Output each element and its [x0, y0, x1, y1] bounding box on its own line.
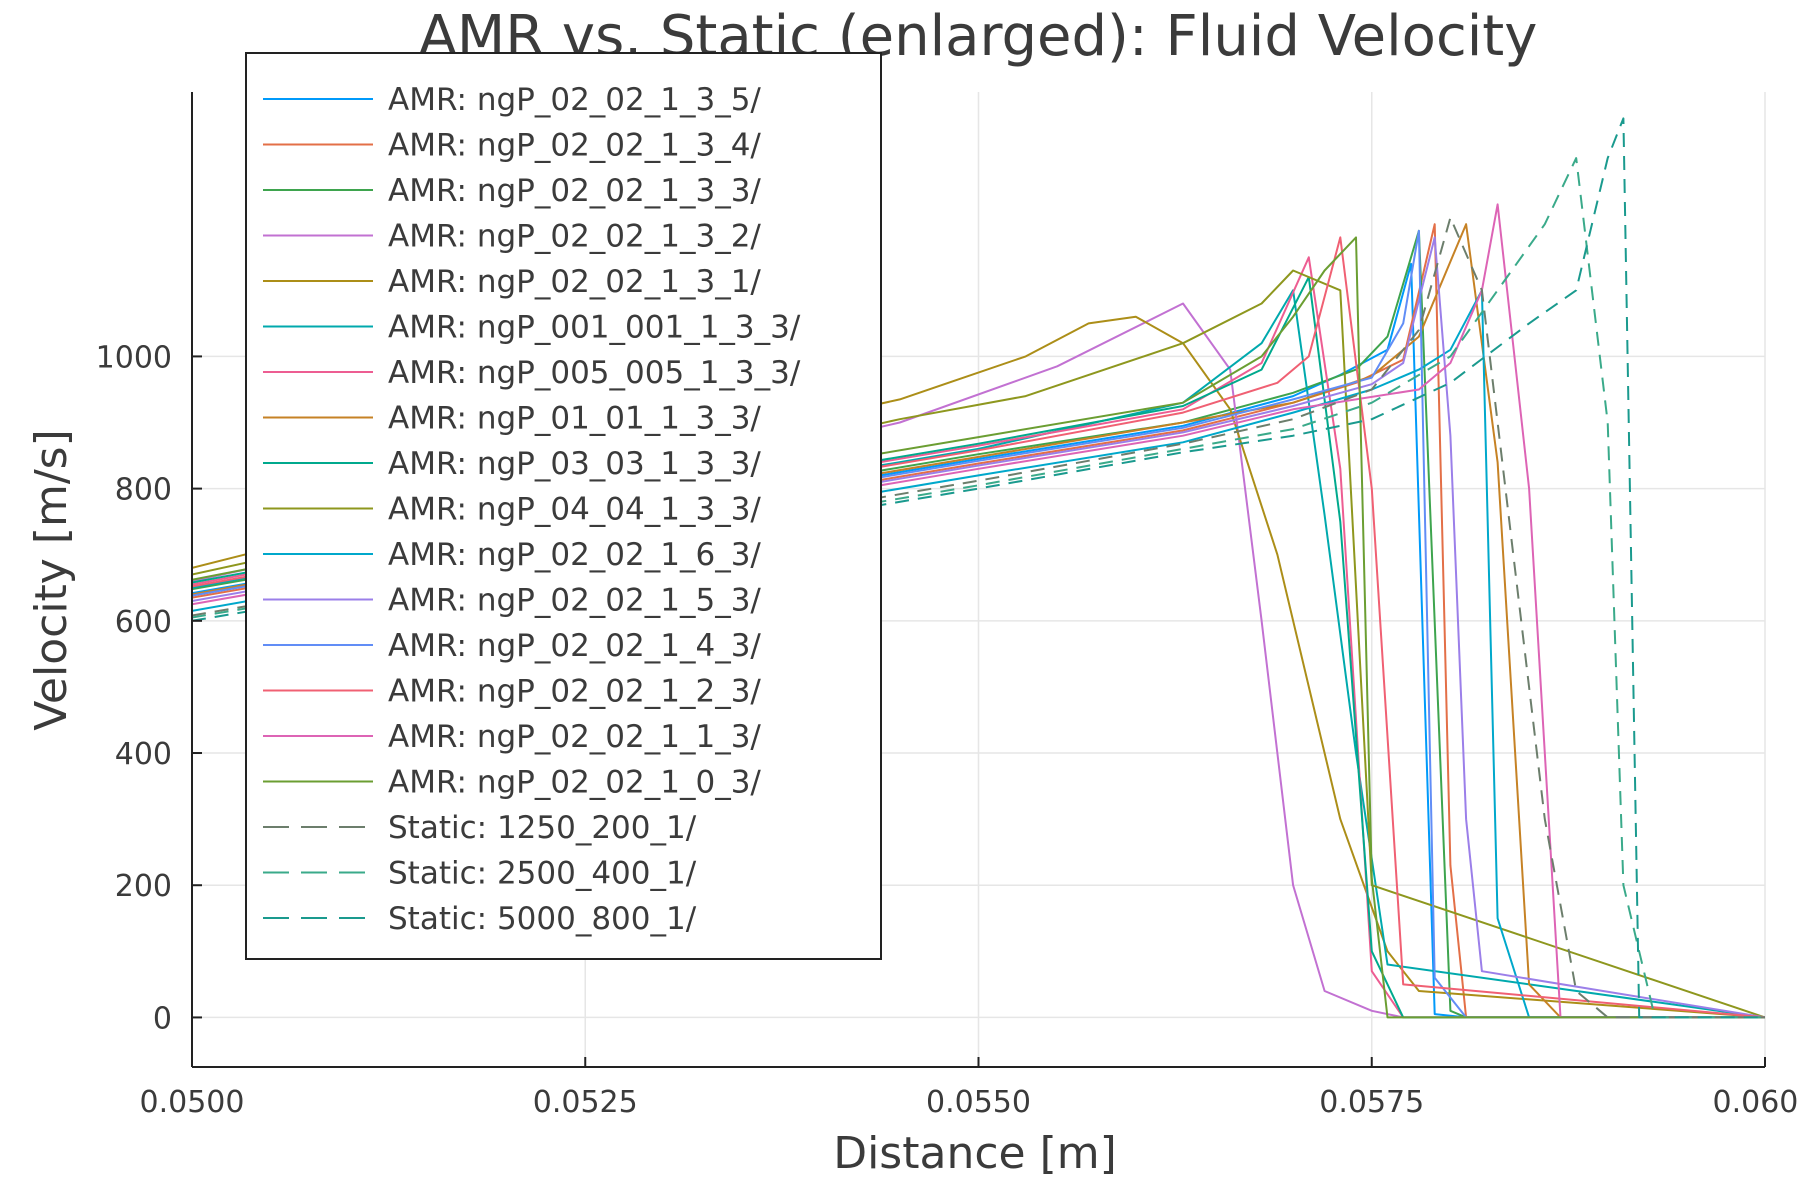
legend-label-19: Static: 5000_800_1/: [388, 901, 697, 937]
y-tick-label: 200: [115, 869, 172, 904]
legend-label-16: AMR: ngP_02_02_1_0_3/: [388, 765, 761, 801]
legend-box: [245, 52, 882, 960]
legend-label-18: Static: 2500_400_1/: [388, 856, 697, 892]
x-tick-label: 0.0525: [533, 1085, 638, 1120]
x-tick-label: 0.0500: [140, 1085, 245, 1120]
legend-label-2: AMR: ngP_02_02_1_3_4/: [388, 128, 761, 164]
legend-label-10: AMR: ngP_04_04_1_3_3/: [388, 492, 761, 528]
legend-label-6: AMR: ngP_001_001_1_3_3/: [388, 310, 801, 346]
y-tick-label: 600: [115, 605, 172, 640]
x-tick-label: 0.0550: [926, 1085, 1031, 1120]
legend-label-9: AMR: ngP_03_03_1_3_3/: [388, 446, 761, 482]
legend-label-5: AMR: ngP_02_02_1_3_1/: [388, 264, 761, 300]
legend-label-3: AMR: ngP_02_02_1_3_3/: [388, 173, 761, 209]
series-line-19: [192, 117, 1765, 1019]
x-axis-label: Distance [m]: [833, 1128, 1117, 1179]
legend-label-1: AMR: ngP_02_02_1_3_5/: [388, 82, 761, 118]
y-tick-label: 0: [153, 1001, 172, 1036]
y-ticks: 0 200 400 600 800 1000: [96, 340, 202, 1036]
series-line-11: [192, 289, 1765, 1019]
legend-label-13: AMR: ngP_02_02_1_4_3/: [388, 628, 761, 664]
series-line-12: [192, 236, 1765, 1019]
series-line-18: [192, 157, 1765, 1019]
y-tick-label: 1000: [96, 340, 172, 375]
x-tick-label: 0.0575: [1319, 1085, 1424, 1120]
legend-label-11: AMR: ngP_02_02_1_6_3/: [388, 537, 761, 573]
series-line-15: [192, 203, 1765, 1019]
legend-label-4: AMR: ngP_02_02_1_3_2/: [388, 219, 761, 255]
legend-label-8: AMR: ngP_01_01_1_3_3/: [388, 401, 761, 437]
series-line-17: [192, 216, 1765, 1019]
legend-label-14: AMR: ngP_02_02_1_2_3/: [388, 674, 761, 710]
y-tick-label: 800: [115, 473, 172, 508]
y-tick-label: 400: [115, 737, 172, 772]
legend: AMR: ngP_02_02_1_3_5/AMR: ngP_02_02_1_3_…: [245, 52, 882, 960]
legend-label-17: Static: 1250_200_1/: [388, 810, 697, 846]
legend-label-7: AMR: ngP_005_005_1_3_3/: [388, 355, 801, 391]
legend-items: AMR: ngP_02_02_1_3_5/AMR: ngP_02_02_1_3_…: [263, 82, 801, 937]
series-line-8: [192, 223, 1765, 1019]
legend-label-15: AMR: ngP_02_02_1_1_3/: [388, 719, 761, 755]
legend-label-12: AMR: ngP_02_02_1_5_3/: [388, 583, 761, 619]
y-axis-label: Velocity [m/s]: [26, 429, 77, 731]
